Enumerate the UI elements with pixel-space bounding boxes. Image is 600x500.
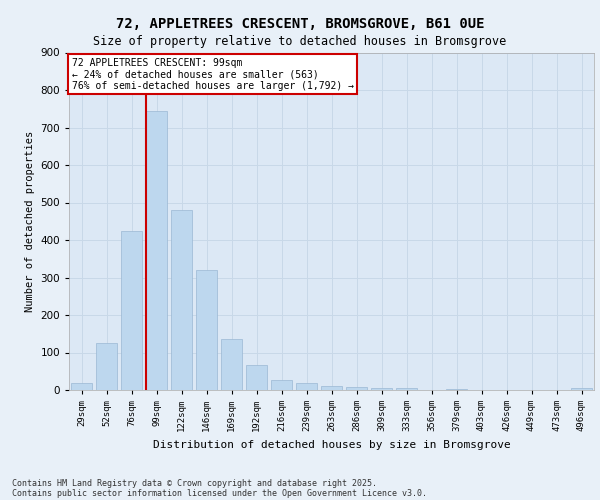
Bar [196, 270, 217, 390]
Bar [446, 389, 467, 390]
Bar [371, 388, 392, 390]
Bar [346, 388, 367, 390]
Bar [171, 210, 192, 390]
Bar [71, 382, 92, 390]
Bar [271, 380, 292, 390]
Text: Contains public sector information licensed under the Open Government Licence v3: Contains public sector information licen… [12, 488, 427, 498]
Y-axis label: Number of detached properties: Number of detached properties [25, 130, 35, 312]
Bar [571, 388, 592, 390]
Text: Size of property relative to detached houses in Bromsgrove: Size of property relative to detached ho… [94, 35, 506, 48]
Text: Contains HM Land Registry data © Crown copyright and database right 2025.: Contains HM Land Registry data © Crown c… [12, 478, 377, 488]
Bar [246, 365, 267, 390]
Text: 72, APPLETREES CRESCENT, BROMSGROVE, B61 0UE: 72, APPLETREES CRESCENT, BROMSGROVE, B61… [116, 18, 484, 32]
Text: 72 APPLETREES CRESCENT: 99sqm
← 24% of detached houses are smaller (563)
76% of : 72 APPLETREES CRESCENT: 99sqm ← 24% of d… [71, 58, 353, 91]
Bar [396, 388, 417, 390]
Bar [296, 382, 317, 390]
Bar [221, 340, 242, 390]
Bar [96, 343, 117, 390]
Bar [121, 230, 142, 390]
X-axis label: Distribution of detached houses by size in Bromsgrove: Distribution of detached houses by size … [152, 440, 511, 450]
Bar [321, 386, 342, 390]
Bar [146, 110, 167, 390]
